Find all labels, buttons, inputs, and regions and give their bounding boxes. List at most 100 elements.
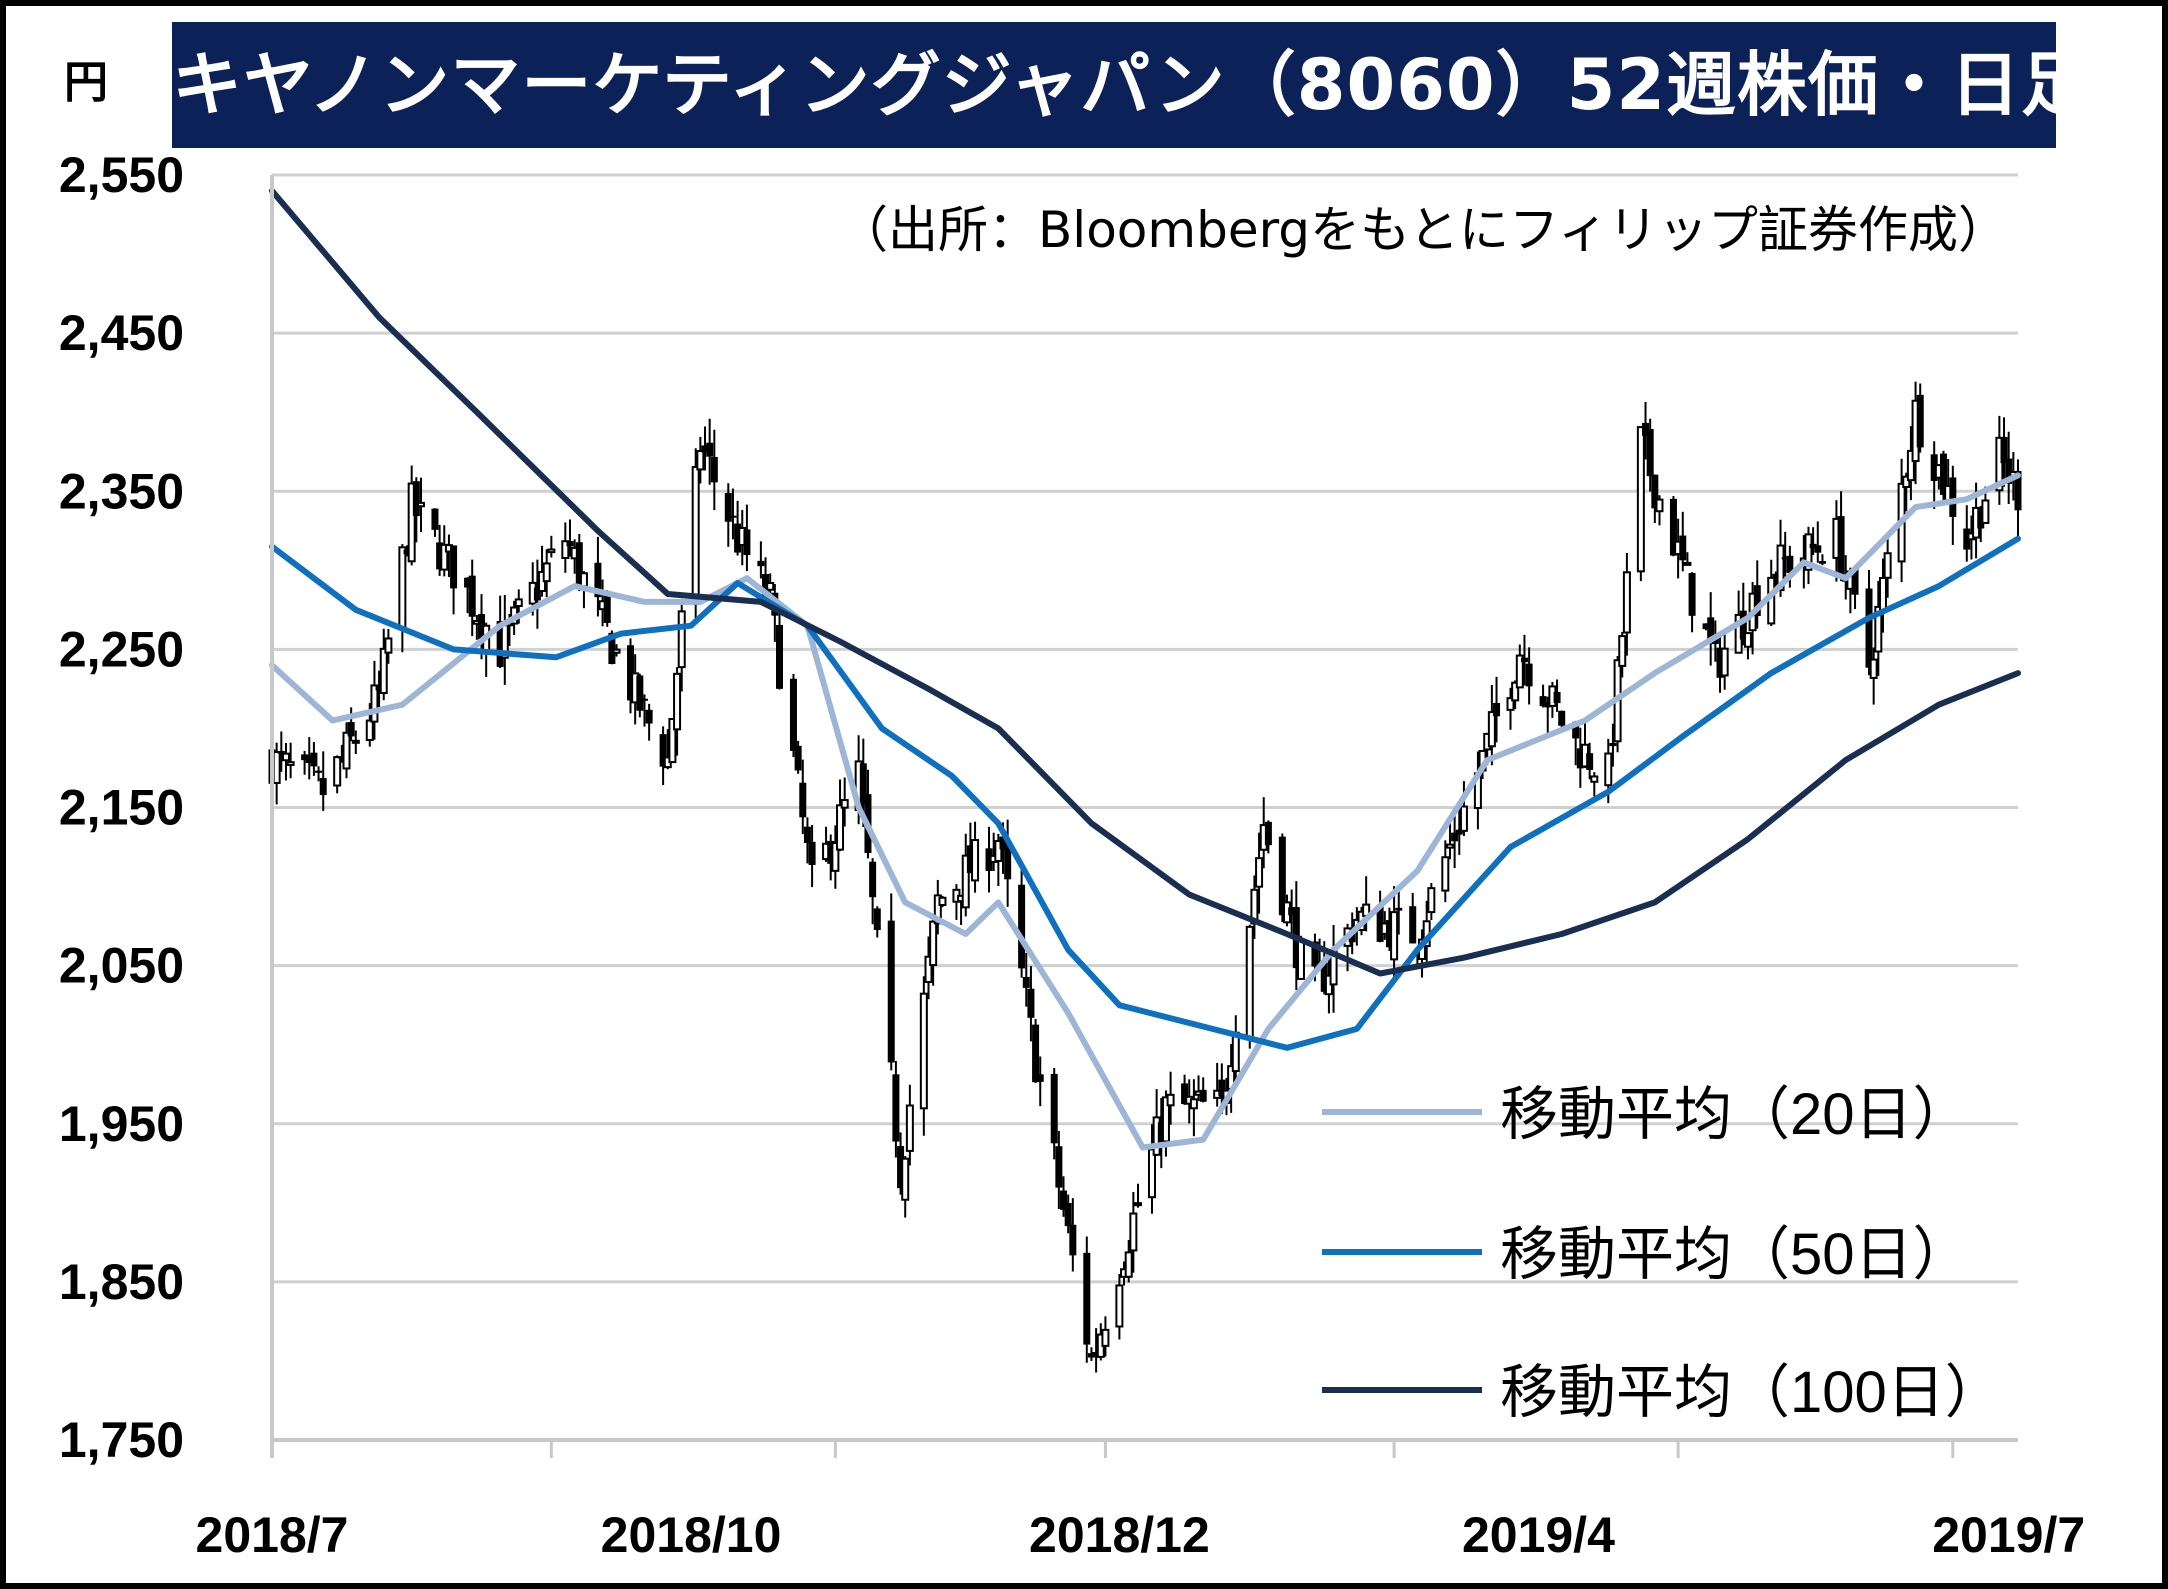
- candle-body-down: [645, 709, 653, 724]
- candle-body-down: [575, 542, 583, 585]
- candle-body-down: [1539, 696, 1547, 707]
- y-tick-label: 2,150: [59, 780, 184, 836]
- x-tick-label: 2018/12: [1029, 1507, 1210, 1563]
- candle-body-up: [1390, 911, 1399, 961]
- candle-body-up: [1515, 654, 1524, 689]
- candle-body-down: [450, 545, 458, 589]
- candle-body-up: [971, 839, 980, 882]
- candle-body-up: [901, 1157, 910, 1201]
- candle-body-up: [1869, 658, 1878, 679]
- candle-body-down: [1646, 429, 1654, 477]
- candle-body-down: [603, 591, 611, 623]
- candle-body-down: [315, 770, 323, 773]
- candle-body-down: [310, 752, 318, 767]
- candle-body-down: [468, 575, 476, 617]
- x-tick-label: 2019/4: [1462, 1507, 1615, 1563]
- candle-body-down: [403, 549, 411, 555]
- candle-body-up: [1459, 805, 1468, 832]
- candle-body-up: [1101, 1328, 1110, 1347]
- candle-body-up: [1604, 752, 1613, 787]
- candle-body-up: [994, 840, 1003, 862]
- candle-body-down: [1916, 394, 1924, 448]
- candle-body-up: [286, 761, 295, 766]
- candle-body-up: [673, 672, 682, 731]
- candle-body-up: [696, 450, 705, 471]
- candle-body-up: [1655, 498, 1664, 513]
- candle-body-down: [1311, 941, 1319, 967]
- candle-body-up: [691, 466, 700, 605]
- y-tick-label: 2,450: [59, 305, 184, 361]
- candle-body-down: [1036, 1074, 1044, 1082]
- candle-body-down: [594, 562, 602, 598]
- y-tick-label: 1,750: [59, 1412, 184, 1468]
- candle-body-up: [1981, 499, 1990, 524]
- candle-body-down: [319, 778, 327, 796]
- candle-body-up: [1906, 449, 1915, 482]
- candle-body-up: [1189, 1098, 1198, 1110]
- candle-body-up: [333, 756, 342, 787]
- candle-body-down: [1087, 1353, 1095, 1358]
- candle-body-down: [2000, 436, 2008, 464]
- candle-body-down: [1027, 988, 1035, 1018]
- candle-body-up: [416, 501, 425, 508]
- candle-body-up: [281, 752, 290, 762]
- moving-average-lines: [269, 187, 2021, 1151]
- candle-body-down: [1385, 920, 1393, 948]
- candle-body-down: [1278, 836, 1286, 916]
- source-note: （出所：Bloombergをもとにフィリップ証券作成）: [838, 201, 2008, 259]
- candle-body-down: [729, 515, 737, 518]
- candle-body-down: [1809, 543, 1817, 549]
- candle-body-down: [2005, 458, 2013, 484]
- candle-body-down: [887, 920, 895, 1063]
- candle-body-down: [966, 845, 974, 873]
- candle-body-up: [1902, 475, 1911, 489]
- candle-body-down: [431, 508, 439, 530]
- candle-body-up: [905, 1104, 914, 1152]
- candle-body-up: [440, 543, 449, 571]
- candle-body-up: [1636, 426, 1645, 573]
- candle-body-up: [1995, 436, 2004, 492]
- candle-body-down: [734, 523, 742, 553]
- candle-body-down: [892, 1074, 900, 1142]
- candle-body-down: [1218, 1079, 1226, 1097]
- candle-body-down: [2014, 471, 2022, 511]
- candle-body-down: [1032, 1024, 1040, 1083]
- candle-body-up: [766, 582, 775, 591]
- candle-body-down: [566, 541, 574, 547]
- legend-label: 移動平均（50日）: [1500, 1222, 1971, 1287]
- candle-body-down: [1772, 573, 1780, 578]
- candle-body-down: [1288, 907, 1296, 916]
- candle-body-down: [1586, 753, 1594, 770]
- candle-body-down: [1940, 453, 1948, 495]
- candle-body-down: [1702, 623, 1710, 630]
- x-tick-label: 2018/7: [196, 1507, 349, 1563]
- candle-body-up: [677, 610, 686, 669]
- candle-body-down: [1609, 742, 1617, 747]
- candle-body-down: [897, 1146, 905, 1189]
- candle-body-up: [1506, 697, 1515, 711]
- candle-body-up: [542, 562, 551, 583]
- y-tick-label: 2,250: [59, 621, 184, 677]
- candle-body-up: [1743, 632, 1752, 648]
- candle-body-down: [1865, 588, 1873, 668]
- candle-body-up: [1683, 561, 1692, 566]
- candle-body-down: [478, 614, 486, 639]
- candle-body-down: [1786, 555, 1794, 573]
- y-tick-label: 1,950: [59, 1096, 184, 1152]
- candle-body-down: [1651, 474, 1659, 509]
- candle-body-down: [827, 840, 835, 864]
- candle-body-down: [347, 722, 355, 737]
- ma100-line: [269, 187, 2021, 977]
- candle-body-up: [840, 799, 849, 809]
- candle-body-up: [379, 647, 388, 695]
- candle-body-down: [1060, 1190, 1068, 1210]
- candle-body-down: [1688, 573, 1696, 616]
- candle-body-up: [561, 540, 570, 559]
- candle-body-up: [1255, 857, 1264, 888]
- candle-body-down: [1576, 748, 1584, 769]
- candle-body-down: [1451, 832, 1459, 842]
- candle-body-down: [1069, 1224, 1077, 1256]
- candle-body-down: [985, 848, 993, 871]
- candle-body-down: [1055, 1146, 1063, 1188]
- candle-body-down: [1851, 568, 1859, 595]
